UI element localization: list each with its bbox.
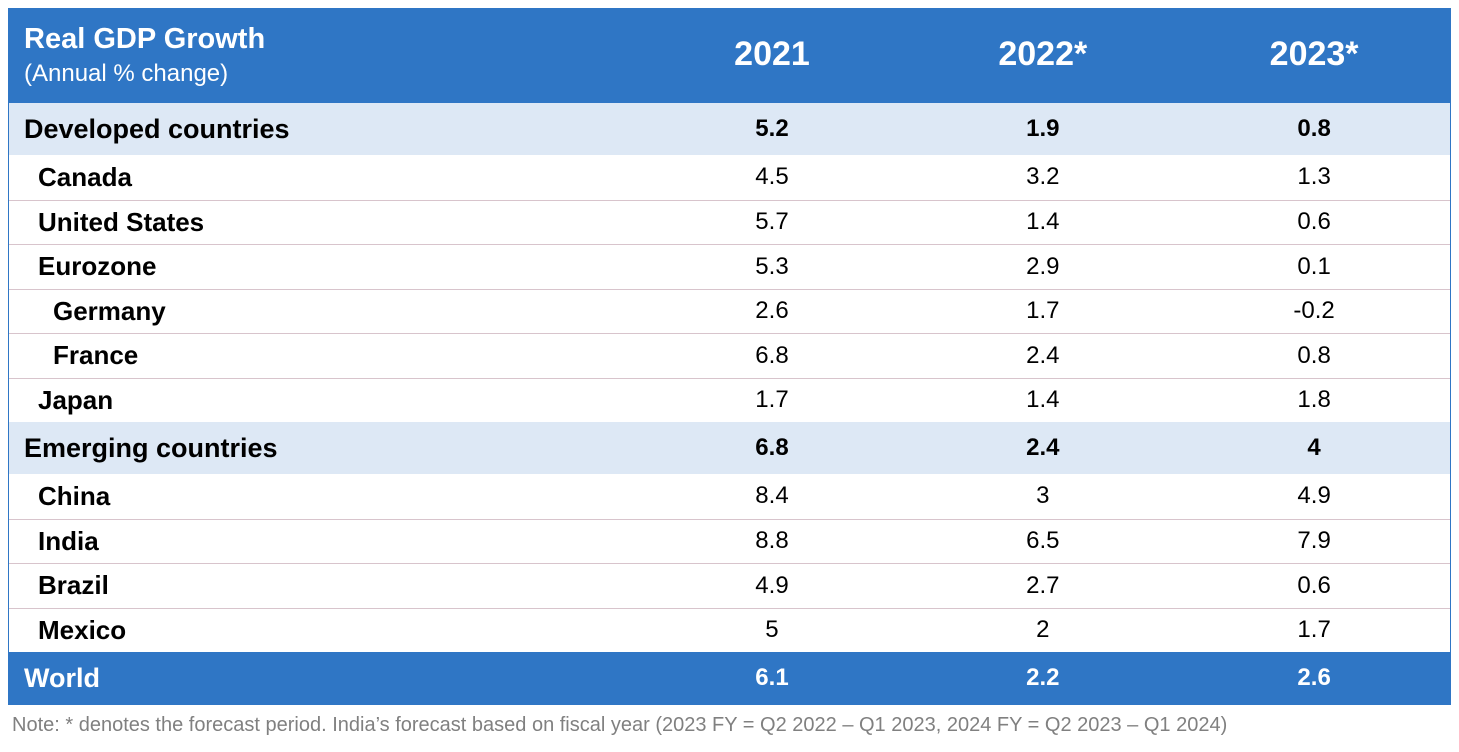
footnote: Note: * denotes the forecast period. Ind… <box>12 714 1228 736</box>
row-label: United States <box>38 206 205 237</box>
group-value: 4 <box>1307 434 1321 461</box>
cell-value: 2.4 <box>1026 341 1060 369</box>
cell-value: 0.8 <box>1297 341 1331 369</box>
row-label: Mexico <box>38 614 127 645</box>
group-label: Developed countries <box>24 113 290 144</box>
gdp-growth-table: Real GDP Growth (Annual % change) 2021 2… <box>8 8 1451 705</box>
row-label: Eurozone <box>38 251 157 282</box>
table-title-cell: Real GDP Growth (Annual % change) <box>9 23 637 89</box>
cell-value: 3 <box>1036 482 1050 510</box>
table-row: Germany 2.6 1.7 -0.2 <box>9 288 1450 334</box>
cell-value: 1.4 <box>1026 386 1060 414</box>
column-header-2022: 2022* <box>998 34 1088 73</box>
row-label: Brazil <box>38 570 109 601</box>
table-row: Canada 4.5 3.2 1.3 <box>9 155 1450 200</box>
group-value: 0.8 <box>1297 115 1331 142</box>
group-value: 5.2 <box>755 115 789 142</box>
group-value: 1.9 <box>1026 115 1060 142</box>
group-row-emerging: Emerging countries 6.8 2.4 4 <box>9 422 1450 474</box>
cell-value: 2 <box>1036 616 1050 644</box>
cell-value: 1.3 <box>1297 163 1331 191</box>
table-title: Real GDP Growth <box>24 23 266 55</box>
cell-value: 3.2 <box>1026 163 1060 191</box>
cell-value: 8.8 <box>755 527 789 555</box>
cell-value: 1.7 <box>1026 297 1060 325</box>
row-label: India <box>38 525 99 556</box>
row-label: Japan <box>38 384 114 415</box>
cell-value: 1.4 <box>1026 208 1060 236</box>
cell-value: 1.7 <box>1297 616 1331 644</box>
cell-value: 7.9 <box>1297 527 1331 555</box>
group-row-developed: Developed countries 5.2 1.9 0.8 <box>9 103 1450 155</box>
cell-value: 0.1 <box>1297 252 1331 280</box>
total-value: 2.2 <box>1026 664 1060 691</box>
cell-value: 0.6 <box>1297 571 1331 599</box>
column-header-2023: 2023* <box>1269 34 1359 73</box>
cell-value: 4.9 <box>755 571 789 599</box>
cell-value: -0.2 <box>1293 297 1335 325</box>
table-subtitle: (Annual % change) <box>24 60 229 87</box>
table-header: Real GDP Growth (Annual % change) 2021 2… <box>9 9 1450 103</box>
group-value: 2.4 <box>1026 434 1060 461</box>
table-row: Mexico 5 2 1.7 <box>9 607 1450 653</box>
cell-value: 1.8 <box>1297 386 1331 414</box>
cell-value: 2.9 <box>1026 252 1060 280</box>
cell-value: 6.8 <box>755 341 789 369</box>
cell-value: 0.6 <box>1297 208 1331 236</box>
total-label: World <box>24 662 100 693</box>
table-row: France 6.8 2.4 0.8 <box>9 333 1450 378</box>
cell-value: 2.6 <box>755 297 789 325</box>
table-row: China 8.4 3 4.9 <box>9 474 1450 519</box>
cell-value: 8.4 <box>755 482 789 510</box>
row-label: France <box>53 340 139 371</box>
cell-value: 5.3 <box>755 252 789 280</box>
total-row-world: World 6.1 2.2 2.6 <box>9 652 1450 704</box>
row-label: Canada <box>38 161 132 192</box>
group-value: 6.8 <box>755 434 789 461</box>
table-row: India 8.8 6.5 7.9 <box>9 518 1450 564</box>
cell-value: 5 <box>765 616 779 644</box>
row-label: Germany <box>53 295 166 326</box>
cell-value: 1.7 <box>755 386 789 414</box>
cell-value: 4.5 <box>755 163 789 191</box>
table-row: United States 5.7 1.4 0.6 <box>9 199 1450 245</box>
table-row: Brazil 4.9 2.7 0.6 <box>9 563 1450 608</box>
cell-value: 6.5 <box>1026 527 1060 555</box>
table-row: Eurozone 5.3 2.9 0.1 <box>9 244 1450 289</box>
cell-value: 4.9 <box>1297 482 1331 510</box>
cell-value: 5.7 <box>755 208 789 236</box>
column-header-2021: 2021 <box>734 34 810 73</box>
group-label: Emerging countries <box>24 432 278 463</box>
table-row: Japan 1.7 1.4 1.8 <box>9 377 1450 423</box>
row-label: China <box>38 480 111 511</box>
cell-value: 2.7 <box>1026 571 1060 599</box>
total-value: 6.1 <box>755 664 789 691</box>
total-value: 2.6 <box>1297 664 1331 691</box>
